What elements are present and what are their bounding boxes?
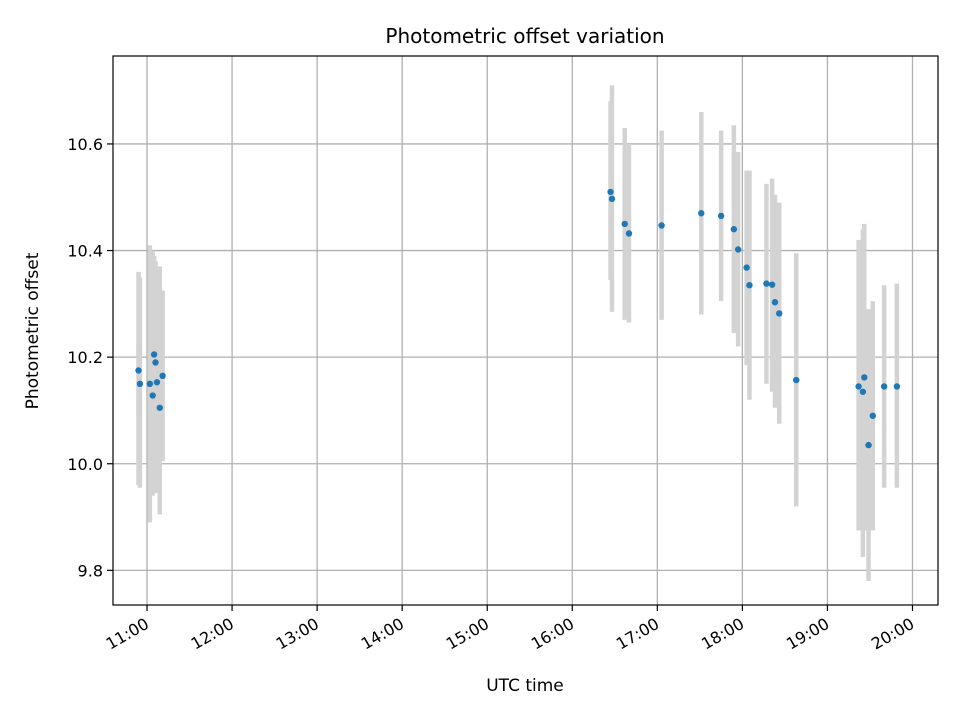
data-point	[793, 376, 800, 384]
x-tick-label: 15:00	[443, 614, 492, 654]
y-axis-ticks: 9.8 10.0 10.2 10.4 10.6	[67, 135, 113, 580]
data-point	[153, 379, 161, 386]
data-point	[607, 188, 614, 196]
y-tick-label: 10.0	[67, 455, 103, 474]
data-point	[893, 383, 901, 390]
plot-frame	[112, 55, 939, 606]
x-tick-label: 16:00	[528, 614, 577, 654]
data-point	[861, 374, 868, 381]
data-point	[152, 359, 159, 366]
data-point	[859, 388, 867, 395]
data-point	[717, 212, 725, 220]
x-axis-ticks: 11:00 12:00 13:00 14:00 15:00 16:00 17:00 18:00…	[103, 605, 917, 654]
y-tick-label: 10.4	[67, 242, 103, 261]
x-tick-label: 14:00	[358, 614, 407, 654]
data-point	[776, 310, 783, 317]
data-point	[855, 383, 862, 390]
x-axis-title: UTC time	[486, 676, 564, 696]
data-point	[658, 222, 665, 229]
errorbar-layer	[136, 85, 900, 582]
data-point	[768, 281, 776, 288]
y-axis-title: Photometric offset	[23, 252, 43, 409]
data-point	[763, 280, 770, 287]
x-tick-label: 13:00	[273, 614, 322, 654]
point-layer	[135, 188, 901, 449]
data-point	[159, 372, 166, 380]
x-tick-label: 20:00	[868, 614, 917, 654]
x-tick-label: 17:00	[613, 614, 662, 654]
data-point	[880, 383, 888, 390]
data-point	[135, 367, 142, 374]
y-tick-label: 9.8	[78, 561, 103, 580]
x-tick-label: 18:00	[698, 614, 747, 654]
data-point	[746, 281, 753, 289]
data-point	[730, 226, 738, 233]
x-tick-label: 11:00	[103, 614, 152, 654]
x-tick-label: 19:00	[783, 614, 832, 654]
data-point	[146, 380, 154, 388]
data-point	[865, 441, 872, 449]
data-point	[136, 380, 144, 388]
chart-title: Photometric offset variation	[385, 24, 664, 48]
x-tick-label: 12:00	[188, 614, 237, 654]
y-tick-label: 10.2	[67, 348, 103, 367]
data-point	[621, 220, 628, 228]
grid-layer	[113, 56, 938, 605]
data-point	[771, 299, 779, 306]
data-point	[869, 412, 876, 419]
data-point	[734, 246, 742, 253]
data-point	[156, 404, 163, 411]
data-point	[698, 210, 705, 217]
data-point	[608, 195, 616, 203]
data-point	[743, 264, 750, 271]
data-point	[149, 392, 156, 399]
y-tick-label: 10.6	[67, 135, 103, 154]
data-point	[150, 351, 158, 358]
data-point	[625, 230, 633, 237]
